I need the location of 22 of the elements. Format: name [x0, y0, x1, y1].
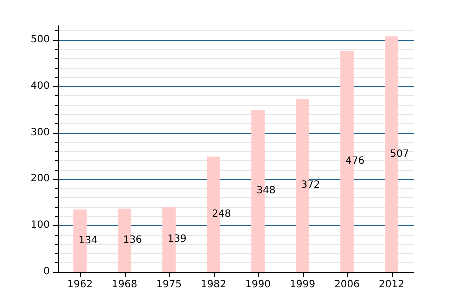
- y-tick-label: 100: [30, 220, 50, 232]
- x-tick-label: 1990: [246, 280, 271, 290]
- y-tick-label: 200: [30, 174, 50, 185]
- x-tick-label: 1962: [68, 280, 93, 290]
- data-label: 507: [390, 148, 410, 160]
- x-tick-label: 2012: [379, 280, 404, 290]
- data-label: 136: [123, 234, 142, 246]
- y-tick-label: 0: [44, 266, 50, 278]
- y-tick-label: 400: [30, 80, 50, 92]
- y-tick-label: 500: [30, 34, 50, 46]
- x-tick-label: 1999: [290, 280, 316, 290]
- data-label: 476: [346, 156, 365, 168]
- x-tick-label: 1982: [201, 280, 226, 290]
- data-label: 134: [78, 235, 98, 246]
- x-tick-label: 2006: [334, 280, 360, 290]
- data-label: 139: [168, 234, 187, 246]
- data-label: 348: [256, 186, 276, 197]
- y-tick-label: 300: [30, 127, 50, 138]
- x-tick-label: 1968: [112, 280, 138, 290]
- data-label: 372: [301, 180, 320, 192]
- data-label: 248: [212, 208, 232, 220]
- x-tick-label: 1975: [156, 280, 182, 290]
